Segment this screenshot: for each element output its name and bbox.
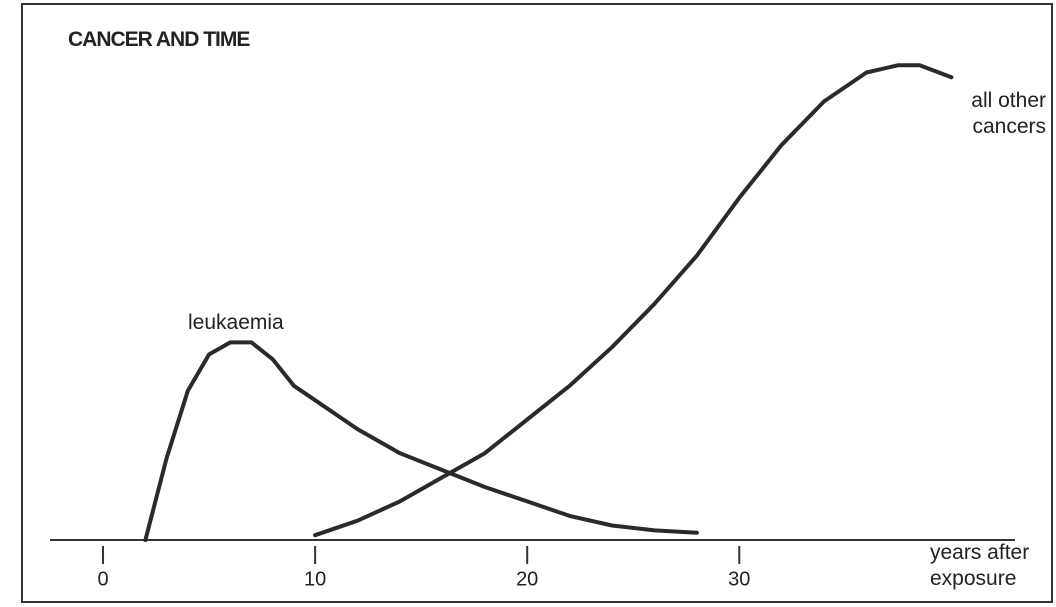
line	[143, 340, 699, 542]
x-tick-label: 20	[516, 568, 538, 590]
frame	[21, 3, 1053, 603]
x-tick-label: 30	[728, 568, 750, 590]
x-tick-label: 10	[304, 568, 326, 590]
series-label: leukaemia	[188, 311, 284, 334]
x-tick-label: 0	[97, 568, 108, 590]
chart-title: CANCER AND TIME	[68, 28, 250, 51]
x-axis-label: years after exposure	[930, 541, 1030, 590]
series-label: all other cancers	[971, 89, 1046, 138]
line	[313, 63, 954, 538]
